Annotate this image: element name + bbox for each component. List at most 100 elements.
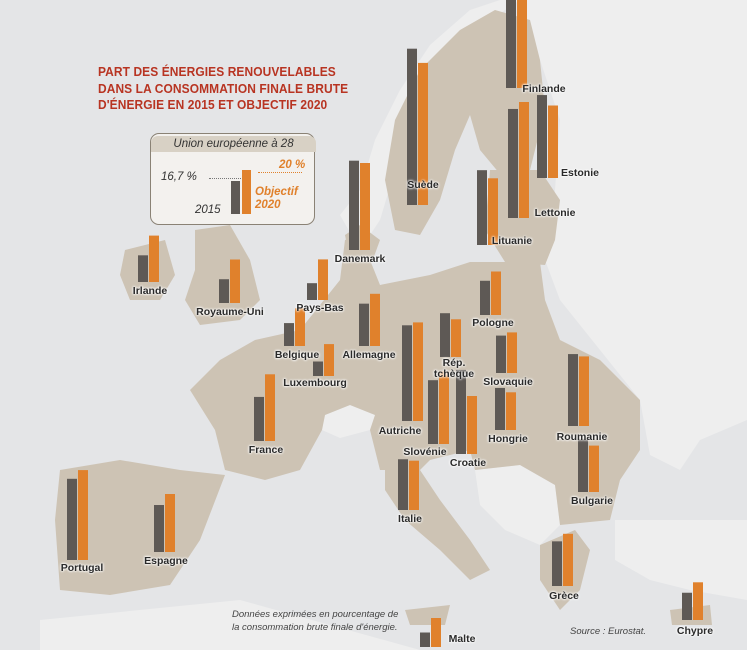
bar-2015-roumanie bbox=[568, 354, 578, 426]
label-italie: Italie bbox=[398, 514, 422, 525]
legend-dotted-line-2015 bbox=[209, 178, 247, 179]
bar-2015-bulgarie bbox=[578, 439, 588, 492]
source-note: Source : Eurostat. bbox=[570, 626, 647, 637]
bar-2015-italie bbox=[398, 459, 408, 510]
switzerland-land bbox=[322, 405, 375, 438]
label-finlande: Finlande bbox=[522, 84, 565, 95]
legend-bar-2020 bbox=[242, 170, 251, 214]
legend-label-2020: 2020 bbox=[255, 199, 281, 211]
bar-2020-pays-bas bbox=[318, 259, 328, 300]
bar-2020-portugal bbox=[78, 470, 88, 560]
label-france: France bbox=[249, 445, 283, 456]
label-text-roumanie: Roumanie bbox=[556, 431, 608, 443]
label-text-bulgarie: Bulgarie bbox=[570, 495, 614, 507]
bar-2020-croatie bbox=[467, 396, 477, 454]
bar-2020-estonie bbox=[548, 105, 558, 178]
label-text-chypre: Chypre bbox=[676, 625, 714, 637]
bar-2020-royaume-uni bbox=[230, 259, 240, 303]
label-bulgarie: Bulgarie bbox=[571, 496, 613, 507]
country-bars bbox=[67, 0, 703, 647]
bar-2020-luxembourg bbox=[324, 344, 334, 376]
label-estonie: Estonie bbox=[561, 168, 599, 179]
bar-2020-danemark bbox=[360, 163, 370, 250]
africa-land bbox=[40, 600, 420, 650]
legend-bar-2015 bbox=[231, 181, 240, 214]
label-text-malte: Malte bbox=[448, 633, 476, 645]
bar-2015-suede bbox=[407, 48, 417, 205]
bar-2015-autriche bbox=[402, 325, 412, 421]
bar-2015-france bbox=[254, 396, 264, 441]
label-text-portugal: Portugal bbox=[60, 562, 104, 574]
legend-title: Union européenne à 28 bbox=[151, 136, 316, 152]
bar-2020-slovenie bbox=[439, 371, 449, 444]
title-line-1: PART DES ÉNERGIES RENOUVELABLES bbox=[98, 64, 336, 79]
label-chypre: Chypre bbox=[677, 626, 713, 637]
bar-2015-croatie bbox=[456, 369, 466, 454]
bar-2015-slovenie bbox=[428, 380, 438, 444]
bar-2015-estonie bbox=[537, 95, 547, 178]
label-pays-bas: Pays-Bas bbox=[296, 303, 343, 314]
bar-2015-pologne bbox=[480, 280, 490, 315]
label-malte: Malte bbox=[449, 634, 476, 645]
bar-2015-belgique bbox=[284, 323, 294, 346]
bar-2015-lettonie bbox=[508, 108, 518, 218]
label-text-espagne: Espagne bbox=[144, 555, 188, 567]
bar-2015-grece bbox=[552, 541, 562, 586]
bar-2020-chypre bbox=[693, 582, 703, 620]
label-text-italie: Italie bbox=[398, 513, 422, 525]
title-line-3: D'ÉNERGIE EN 2015 ET OBJECTIF 2020 bbox=[98, 97, 328, 112]
bar-2015-hongrie bbox=[495, 387, 505, 430]
uk-land bbox=[185, 225, 260, 325]
sicily-land bbox=[405, 605, 450, 625]
label-text-autriche: Autriche bbox=[378, 425, 422, 437]
label-lettonie: Lettonie bbox=[535, 208, 576, 219]
legend-label-2015: 2015 bbox=[195, 204, 221, 216]
label-text-rep-tcheque-1: tchèque bbox=[433, 368, 475, 380]
label-text-finlande: Finlande bbox=[522, 83, 566, 95]
footnote-line-1: Données exprimées en pourcentage de bbox=[232, 609, 399, 620]
bar-2020-malte bbox=[431, 618, 441, 647]
bar-2015-slovaquie bbox=[496, 335, 506, 373]
label-lituanie: Lituanie bbox=[492, 236, 532, 247]
bar-2020-allemagne bbox=[370, 293, 380, 346]
label-text-lettonie: Lettonie bbox=[534, 207, 576, 219]
legend-label-objectif: Objectif bbox=[255, 186, 298, 198]
bar-2020-slovaquie bbox=[507, 332, 517, 373]
balkans-non-eu bbox=[475, 465, 560, 545]
label-text-grece: Grèce bbox=[549, 590, 579, 602]
bar-2015-portugal bbox=[67, 478, 77, 560]
norway-land bbox=[340, 0, 520, 250]
bar-2020-france bbox=[265, 374, 275, 441]
label-text-luxembourg: Luxembourg bbox=[283, 377, 347, 389]
label-text-danemark: Danemark bbox=[334, 253, 386, 265]
bar-2015-allemagne bbox=[359, 303, 369, 346]
label-text-slovenie: Slovénie bbox=[403, 446, 447, 458]
bar-2020-lituanie bbox=[488, 178, 498, 245]
bar-2020-bulgarie bbox=[589, 445, 599, 492]
bar-2020-lettonie bbox=[519, 102, 529, 218]
title-line-2: DANS LA CONSOMMATION FINALE BRUTE bbox=[98, 80, 349, 96]
iberia-land bbox=[55, 460, 225, 595]
label-slovaquie: Slovaquie bbox=[483, 377, 533, 388]
bar-2015-danemark bbox=[349, 160, 359, 250]
bar-2015-chypre bbox=[682, 592, 692, 620]
label-text-pays-bas: Pays-Bas bbox=[296, 302, 344, 314]
label-text-slovaquie: Slovaquie bbox=[483, 376, 533, 388]
label-text-lituanie: Lituanie bbox=[491, 235, 533, 247]
label-autriche: Autriche bbox=[379, 426, 422, 437]
bar-2015-lituanie bbox=[477, 170, 487, 245]
bar-2020-rep-tcheque bbox=[451, 319, 461, 357]
label-roumanie: Roumanie bbox=[557, 432, 608, 443]
bar-2015-rep-tcheque bbox=[440, 313, 450, 357]
legend-dotted-line-2020 bbox=[258, 172, 302, 173]
label-text-france: France bbox=[248, 444, 284, 456]
bar-2015-malte bbox=[420, 632, 430, 647]
label-text-irlande: Irlande bbox=[132, 285, 168, 297]
bar-2020-belgique bbox=[295, 308, 305, 346]
label-text-suede: Suède bbox=[407, 179, 439, 191]
chart-title: PART DES ÉNERGIES RENOUVELABLES DANS LA … bbox=[98, 64, 356, 114]
bar-2015-pays-bas bbox=[307, 283, 317, 300]
legend-box: Union européenne à 28 16,7 % 2015 20 % O… bbox=[150, 133, 316, 225]
label-text-hongrie: Hongrie bbox=[488, 433, 528, 445]
label-text-estonie: Estonie bbox=[561, 167, 599, 179]
